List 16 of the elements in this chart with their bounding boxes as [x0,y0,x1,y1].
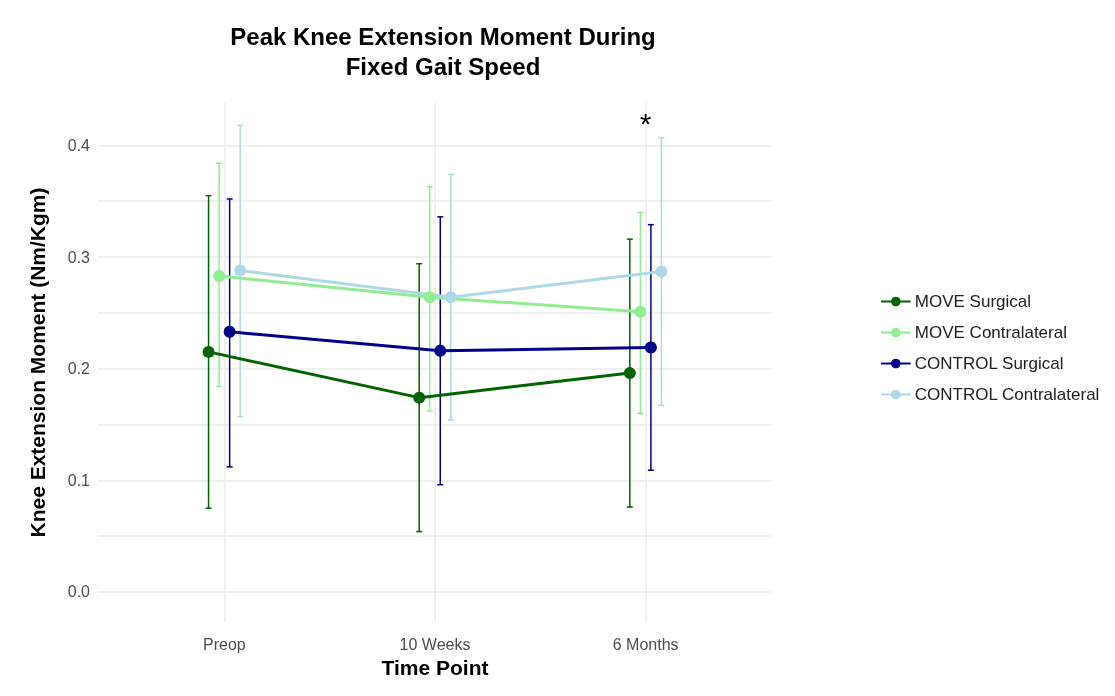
y-tick-label: 0.0 [67,583,91,601]
legend-label: CONTROL Surgical [914,354,1064,373]
annotation: * [639,106,652,140]
y-axis-title: Knee Extension Moment (Nm/Kgm) [26,187,49,538]
legend-label: MOVE Surgical [914,292,1032,311]
x-tick-label: Preop [203,635,246,653]
legend-label: CONTROL Contralateral [914,385,1100,404]
x-axis-title: Time Point [381,655,489,679]
chart-title: Peak Knee Extension Moment During Fixed Gait Speed [230,22,656,80]
y-tick-label: 0.2 [67,360,91,378]
legend-label: MOVE Contralateral [914,323,1067,342]
x-tick-label: 10 Weeks [399,635,471,653]
y-tick-label: 0.4 [67,136,91,154]
y-tick-label: 0.1 [67,471,91,489]
y-tick-label: 0.3 [67,248,91,266]
x-tick-label: 6 Months [612,635,679,653]
